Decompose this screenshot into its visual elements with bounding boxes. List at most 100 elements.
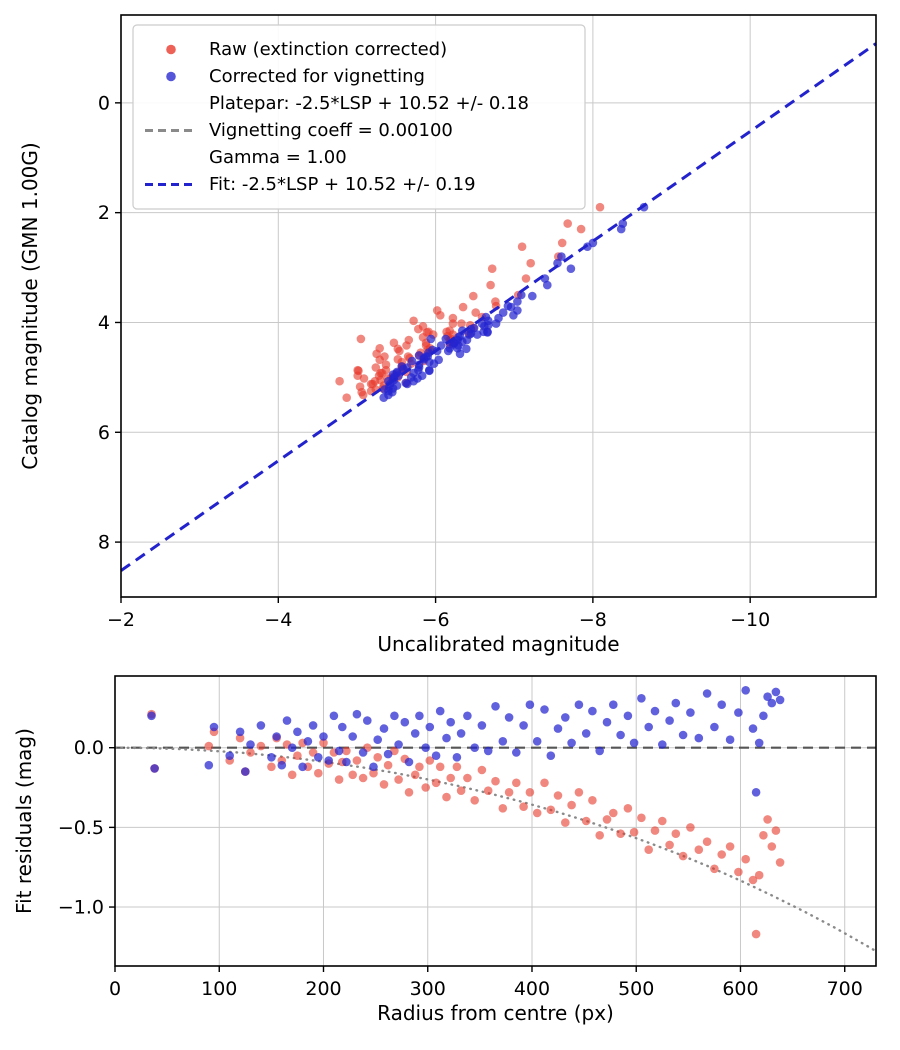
scatter-point: [759, 711, 768, 721]
scatter-point: [455, 349, 465, 359]
scatter-point: [618, 219, 628, 228]
scatter-point: [483, 746, 493, 756]
scatter-point: [204, 760, 214, 770]
scatter-point: [246, 740, 255, 749]
scatter-point: [383, 760, 393, 770]
y-tick-label: 2: [98, 202, 110, 224]
scatter-point: [314, 768, 323, 778]
scatter-point: [363, 716, 372, 725]
scatter-point: [235, 733, 245, 743]
scatter-point: [678, 851, 688, 861]
scatter-point: [470, 743, 480, 752]
scatter-point: [477, 721, 487, 730]
scatter-point: [506, 302, 516, 312]
scatter-point: [581, 816, 591, 826]
y-tick-label: −1.0: [58, 897, 104, 919]
scatter-point: [342, 746, 351, 756]
scatter-point: [267, 753, 276, 762]
scatter-point: [702, 689, 712, 698]
scatter-point: [446, 717, 456, 727]
scatter-point: [576, 224, 586, 234]
scatter-point: [616, 730, 625, 740]
x-tick-label: −8: [579, 609, 607, 631]
x-tick-label: 200: [305, 978, 341, 1000]
residuals-axes: 0 100 200 300 400 500 600 700 0.0 −0.5 −1.0 Radius …: [12, 675, 878, 1025]
scatter-point: [484, 316, 493, 326]
scatter-point: [473, 330, 482, 339]
scatter-point: [452, 762, 462, 772]
scatter-point: [553, 258, 562, 268]
scatter-point: [352, 756, 362, 765]
scatter-point: [491, 776, 500, 786]
scatter-point: [491, 702, 500, 711]
scatter-point: [775, 858, 785, 867]
scatter-point: [567, 800, 576, 810]
scatter-point: [494, 313, 503, 323]
scatter-point: [767, 698, 777, 708]
y-axis-label: Fit residuals (mag): [12, 728, 36, 914]
y-tick-label: −0.5: [58, 817, 104, 839]
legend-label: Platepar: -2.5*LSP + 10.52 +/- 0.18: [209, 93, 529, 114]
scatter-point: [404, 335, 414, 345]
plot-area: [115, 676, 876, 966]
scatter-point: [442, 733, 451, 743]
scatter-point: [241, 767, 250, 776]
scatter-point: [319, 732, 328, 741]
scatter-point: [616, 829, 625, 838]
scatter-point: [334, 746, 344, 756]
scatter-point: [293, 727, 302, 737]
y-tick-label: 0.0: [74, 737, 104, 759]
scatter-point: [751, 929, 761, 939]
scatter-point: [694, 733, 704, 743]
scatter-point: [517, 290, 526, 300]
legend-label: Gamma = 1.00: [209, 147, 347, 168]
scatter-point: [407, 356, 417, 366]
scatter-point: [400, 717, 410, 727]
scatter-point: [308, 721, 318, 730]
scatter-point: [671, 829, 681, 838]
scatter-point: [754, 870, 764, 880]
magnitude-fit-axes: −2 −4 −6 −8 −10 0 2 4 6 8 Uncalibrated magnitude Ca…: [18, 14, 877, 656]
scatter-point: [498, 737, 508, 746]
scatter-point: [209, 722, 219, 732]
scatter-point: [595, 831, 604, 840]
x-tick-label: 0: [109, 978, 121, 1000]
scatter-point: [504, 713, 514, 722]
x-tick-label: −10: [730, 609, 770, 631]
x-tick-label: 700: [827, 978, 863, 1000]
scatter-point: [567, 738, 576, 748]
scatter-point: [686, 708, 695, 717]
scatter-point: [557, 252, 566, 261]
scatter-point: [329, 711, 339, 721]
scatter-point: [623, 804, 633, 813]
scatter-point: [375, 355, 385, 365]
scatter-point: [425, 366, 434, 376]
scatter-point: [272, 732, 281, 741]
fit-line: [120, 42, 877, 572]
scatter-point: [658, 740, 667, 749]
scatter-point: [282, 716, 292, 725]
x-tick-label: −2: [107, 609, 135, 631]
scatter-point: [435, 706, 445, 716]
scatter-point: [256, 721, 266, 730]
scatter-point: [421, 743, 431, 752]
y-tick-label: 6: [98, 422, 110, 444]
scatter-point: [415, 762, 424, 772]
scatter-point: [543, 280, 552, 290]
scatter-point: [394, 775, 403, 784]
scatter-point: [767, 842, 777, 851]
scatter-point: [354, 366, 363, 376]
scatter-point: [637, 813, 646, 823]
scatter-point: [540, 705, 549, 714]
scatter-point: [335, 376, 344, 386]
scatter-point: [498, 804, 508, 813]
scatter-point: [471, 308, 481, 317]
scatter-point: [379, 393, 389, 403]
y-tick-label: 4: [98, 312, 110, 334]
scatter-point: [528, 291, 537, 301]
x-tick-label: 600: [722, 978, 758, 1000]
scatter-point: [338, 722, 347, 732]
scatter-point: [553, 791, 563, 800]
scatter-point: [393, 344, 403, 354]
